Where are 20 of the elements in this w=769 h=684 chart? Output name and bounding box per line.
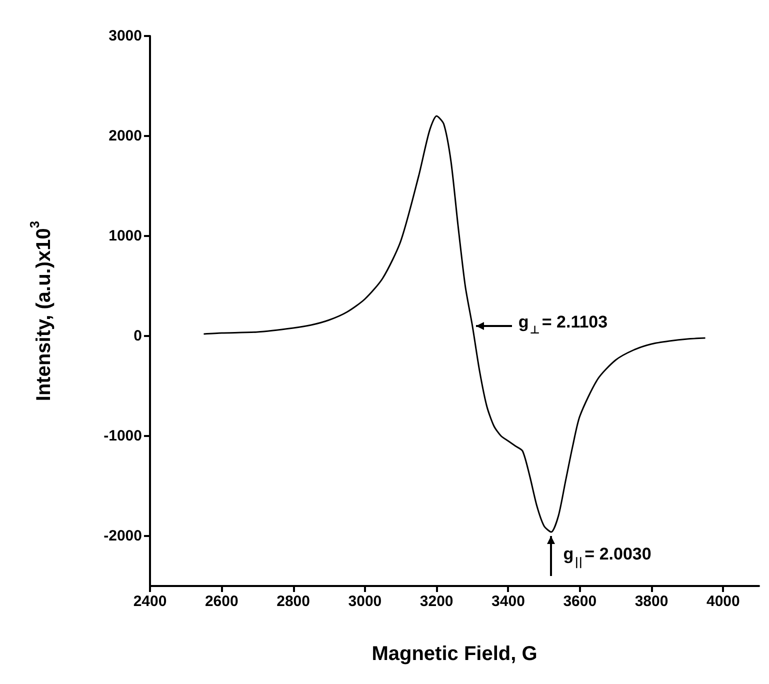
y-tick-label: -1000 <box>104 428 142 444</box>
x-tick-label: 3800 <box>634 593 668 610</box>
annotation: g⊥= 2.1103 <box>518 312 608 337</box>
line-series <box>202 115 706 533</box>
y-tick-label: 3000 <box>108 28 142 44</box>
x-tick-label: 3000 <box>348 593 382 610</box>
y-axis-title: Intensity, (a.u.)x103 <box>27 220 55 402</box>
y-tick-label: -2000 <box>104 528 142 544</box>
x-tick-label: 4000 <box>706 593 740 610</box>
y-tick-label: 2000 <box>108 128 142 144</box>
y-tick-label: 0 <box>134 328 142 344</box>
x-tick-label: 3600 <box>563 593 597 610</box>
x-axis-title: Magnetic Field, G <box>372 643 538 665</box>
x-tick-label: 3200 <box>420 593 454 610</box>
x-tick-label: 2600 <box>204 593 238 610</box>
x-tick-label: 2800 <box>276 593 310 610</box>
x-tick-label: 3400 <box>492 593 525 610</box>
annotation: g||= 2.0030 <box>563 544 652 569</box>
y-tick-label: 1000 <box>108 228 142 244</box>
x-tick-label: 2400 <box>133 593 167 610</box>
